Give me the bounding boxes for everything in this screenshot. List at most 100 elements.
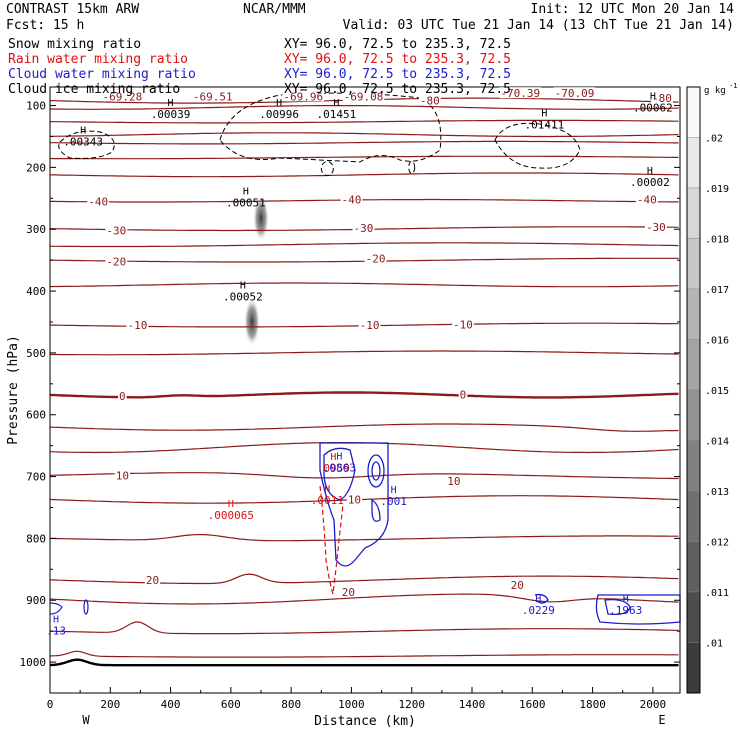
- x-tick-label-6: 1200: [398, 698, 425, 711]
- isotherm-label-24: 20: [146, 574, 159, 587]
- colorbar-unit: g kg: [704, 86, 726, 96]
- extremum-marker-8: H: [240, 280, 246, 291]
- temperature-isotherm-4: [50, 140, 679, 145]
- isotherm-label-0: -69.28: [102, 90, 142, 103]
- isotherm-label-20: 0: [460, 388, 467, 401]
- isotherm-label-1: -69.51: [193, 90, 233, 103]
- isotherm-label-4: -70.39: [500, 87, 540, 100]
- isotherm-label-10: -40: [637, 194, 657, 207]
- temperature-isotherm-17: [49, 472, 679, 480]
- legend-field-0: Snow mixing ratio: [8, 37, 141, 52]
- x-tick-label-2: 400: [161, 698, 181, 711]
- temperature-isotherm-18: [49, 495, 679, 504]
- legend-xy-1: XY= 96.0, 72.5 to 235.3, 72.5: [284, 52, 511, 67]
- extremum-value-0: .00343: [63, 136, 103, 149]
- extremum-marker-11: H: [324, 484, 330, 495]
- colorbar-label-0: .02: [705, 134, 723, 145]
- cloud-contour-7: [534, 593, 549, 604]
- colorbar-segment-9: [686, 541, 701, 593]
- snow-outline-4: [408, 160, 416, 174]
- colorbar-segment-8: [686, 490, 701, 542]
- colorbar-segment-7: [686, 440, 701, 492]
- header-forecast: Fcst: 15 h: [6, 18, 84, 33]
- extremum-marker-3: H: [333, 98, 339, 109]
- isotherm-label-18: -10: [453, 318, 473, 331]
- snow-outline-3: [320, 161, 334, 177]
- colorbar-segment-3: [686, 238, 701, 290]
- extremum-marker-16: H: [53, 614, 59, 625]
- y-tick-label-8: 900: [26, 594, 46, 607]
- isotherm-label-25: 20: [342, 586, 355, 599]
- y-axis-title: Pressure (hPa): [6, 335, 21, 445]
- isotherm-label-11: -30: [106, 224, 126, 237]
- y-tick-label-3: 400: [26, 285, 46, 298]
- temperature-isotherm-13: [50, 350, 679, 356]
- isotherm-label-9: -40: [341, 194, 361, 207]
- colorbar-frame: [686, 86, 701, 694]
- y-tick-label-5: 600: [26, 409, 46, 422]
- y-tick-label-4: 500: [26, 347, 46, 360]
- y-tick-label-7: 800: [26, 532, 46, 545]
- isotherm-label-3: -69.08: [344, 90, 384, 103]
- extremum-marker-1: H: [168, 98, 174, 109]
- temperature-isotherm-7: [50, 198, 679, 203]
- extremum-marker-7: H: [243, 186, 249, 197]
- extremum-marker-2: H: [276, 98, 282, 109]
- temperature-isotherm-14: [49, 391, 679, 399]
- temperature-isotherm-9: [49, 242, 679, 248]
- extremum-marker-6: H: [647, 166, 653, 177]
- colorbar-label-4: .016: [705, 336, 729, 347]
- extremum-value-6: .00002: [630, 176, 670, 189]
- extremum-value-13: .001: [380, 495, 407, 508]
- cloud-contour-6: [604, 599, 631, 615]
- temperature-isotherm-16: [49, 442, 679, 454]
- extremum-value-7: .00051: [226, 196, 266, 209]
- isotherm-label-13: -30: [646, 221, 666, 234]
- y-tick-label-0: 100: [26, 100, 46, 113]
- extremum-value-12: .0863: [323, 462, 356, 475]
- snow-outline-0: [58, 130, 115, 159]
- extremum-value-1: .00039: [151, 108, 191, 121]
- extremum-value-2: .00996: [259, 108, 299, 121]
- cloud-contour-0: [319, 442, 389, 567]
- extremum-marker-15: H: [623, 594, 629, 605]
- extremum-value-9: .000065: [208, 509, 254, 522]
- isotherm-label-19: 0: [119, 390, 126, 403]
- cloud-contour-1: [323, 447, 356, 501]
- isotherm-label-7: -80: [652, 92, 672, 105]
- rain-contour-0: [319, 485, 344, 595]
- isotherm-label-22: 10: [447, 475, 460, 488]
- colorbar-label-5: .015: [705, 386, 729, 397]
- colorbar-label-2: .018: [705, 235, 729, 246]
- cloud-contour-5: [595, 594, 681, 625]
- x-tick-label-0: 0: [47, 698, 54, 711]
- x-tick-label-8: 1600: [519, 698, 546, 711]
- extremum-marker-4: H: [541, 108, 547, 119]
- extremum-value-14: .0229: [522, 604, 555, 617]
- extremum-marker-5: H: [650, 92, 656, 103]
- cloud-contour-9: [49, 602, 63, 615]
- temperature-isotherm-1: [50, 105, 679, 110]
- isotherm-label-16: -10: [127, 319, 147, 332]
- isotherm-label-26: 20: [511, 579, 524, 592]
- temperature-isotherm-19: [49, 534, 679, 542]
- extremum-value-16: .13: [46, 624, 66, 637]
- cloud-contour-8: [83, 599, 89, 615]
- colorbar-label-8: .012: [705, 538, 729, 549]
- extremum-marker-0: H: [80, 126, 86, 137]
- temperature-isotherm-15: [49, 423, 679, 432]
- temperature-isotherm-2: [49, 119, 679, 124]
- isotherm-label-12: -30: [354, 222, 374, 235]
- isotherm-label-21: 10: [116, 469, 129, 482]
- isotherm-label-23: 10: [348, 493, 361, 506]
- extremum-value-3: .01451: [316, 108, 356, 121]
- temperature-isotherm-23: [49, 650, 679, 658]
- colorbar-segment-5: [686, 339, 701, 391]
- legend-field-3: Cloud ice mixing ratio: [8, 82, 180, 97]
- temperature-isotherm-10: [49, 257, 679, 263]
- extremum-marker-14: H: [535, 594, 541, 605]
- temperature-isotherm-11: [49, 282, 679, 288]
- x-tick-label-1: 200: [100, 698, 120, 711]
- snow-shading-blob-1: [243, 297, 260, 347]
